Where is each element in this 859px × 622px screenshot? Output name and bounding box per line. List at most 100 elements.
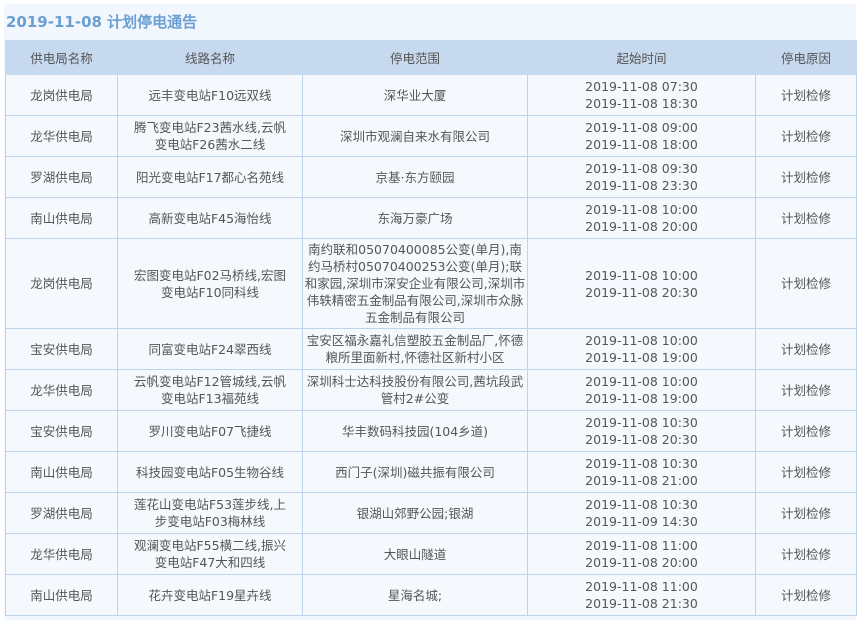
column-header-range: 停电范围 [302, 40, 528, 75]
column-header-bureau: 供电局名称 [5, 40, 118, 75]
cell-range: 深华业大厦 [302, 74, 528, 116]
cell-bureau: 龙岗供电局 [5, 238, 118, 329]
start-time: 2019-11-08 11:00 [585, 579, 698, 594]
cell-time: 2019-11-08 07:30 2019-11-08 18:30 [527, 74, 756, 116]
cell-reason: 计划检修 [755, 369, 857, 411]
cell-reason: 计划检修 [755, 451, 857, 493]
cell-range: 星海名城; [302, 574, 528, 616]
cell-bureau: 龙华供电局 [5, 115, 118, 157]
end-time: 2019-11-08 18:30 [585, 96, 698, 111]
cell-line: 阳光变电站F17都心名苑线 [117, 156, 303, 198]
cell-line: 罗川变电站F07飞捷线 [117, 410, 303, 452]
cell-time: 2019-11-08 10:30 2019-11-08 20:30 [527, 410, 756, 452]
table-row: 罗湖供电局 阳光变电站F17都心名苑线 京基·东方颐园 2019-11-08 09:3… [5, 156, 857, 198]
end-time: 2019-11-08 23:30 [585, 178, 698, 193]
end-time: 2019-11-08 20:30 [585, 432, 698, 447]
table-row: 龙华供电局 云帆变电站F12管城线,云帆变电站F13福苑线 深圳科士达科技股份有限公… [5, 369, 857, 411]
cell-bureau: 南山供电局 [5, 574, 118, 616]
cell-line: 科技园变电站F05生物谷线 [117, 451, 303, 493]
cell-range: 东海万豪广场 [302, 197, 528, 239]
cell-bureau: 龙岗供电局 [5, 74, 118, 116]
cell-time: 2019-11-08 10:00 2019-11-08 19:00 [527, 328, 756, 370]
cell-range: 京基·东方颐园 [302, 156, 528, 198]
table-row: 南山供电局 科技园变电站F05生物谷线 西门子(深圳)磁共振有限公司 2019-11-… [5, 451, 857, 493]
cell-line: 腾飞变电站F23茜水线,云帆变电站F26茜水二线 [117, 115, 303, 157]
cell-bureau: 罗湖供电局 [5, 492, 118, 534]
cell-time: 2019-11-08 10:00 2019-11-08 20:00 [527, 197, 756, 239]
table-row: 罗湖供电局 莲花山变电站F53莲步线,上步变电站F03梅林线 银湖山郊野公园;银湖 2… [5, 492, 857, 534]
cell-bureau: 南山供电局 [5, 451, 118, 493]
start-time: 2019-11-08 10:00 [585, 267, 698, 283]
end-time: 2019-11-09 14:30 [585, 514, 698, 529]
end-time: 2019-11-08 20:00 [585, 219, 698, 234]
cell-range: 大眼山隧道 [302, 533, 528, 575]
column-header-time: 起始时间 [527, 40, 756, 75]
cell-range: 深圳科士达科技股份有限公司,茜坑段武管村2#公变 [302, 369, 528, 411]
cell-time: 2019-11-08 09:00 2019-11-08 18:00 [527, 115, 756, 157]
table-row: 宝安供电局 同富变电站F24翠西线 宝安区福永嘉礼信塑胶五金制品厂,怀德粮所里面新村… [5, 328, 857, 370]
end-time: 2019-11-08 20:30 [585, 284, 698, 300]
start-time: 2019-11-08 10:30 [585, 497, 698, 512]
cell-range: 华丰数码科技园(104乡道) [302, 410, 528, 452]
column-header-reason: 停电原因 [755, 40, 857, 75]
cell-line: 宏图变电站F02马桥线,宏图变电站F10同科线 [117, 238, 303, 329]
start-time: 2019-11-08 10:00 [585, 374, 698, 389]
table-header: 供电局名称 线路名称 停电范围 起始时间 停电原因 [5, 40, 857, 75]
cell-range: 西门子(深圳)磁共振有限公司 [302, 451, 528, 493]
cell-time: 2019-11-08 10:00 2019-11-08 20:30 [527, 238, 756, 329]
end-time: 2019-11-08 18:00 [585, 137, 698, 152]
cell-line: 远丰变电站F10远双线 [117, 74, 303, 116]
column-header-line: 线路名称 [117, 40, 303, 75]
cell-bureau: 龙华供电局 [5, 369, 118, 411]
page-title: 2019-11-08 计划停电通告 [6, 13, 198, 31]
table-row: 龙华供电局 腾飞变电站F23茜水线,云帆变电站F26茜水二线 深圳市观澜自来水有限公… [5, 115, 857, 157]
table-row: 龙岗供电局 宏图变电站F02马桥线,宏图变电站F10同科线 南约联和05070400… [5, 238, 857, 329]
start-time: 2019-11-08 10:30 [585, 456, 698, 471]
start-time: 2019-11-08 10:00 [585, 333, 698, 348]
cell-reason: 计划检修 [755, 156, 857, 198]
cell-time: 2019-11-08 09:30 2019-11-08 23:30 [527, 156, 756, 198]
cell-reason: 计划检修 [755, 328, 857, 370]
cell-reason: 计划检修 [755, 492, 857, 534]
cell-reason: 计划检修 [755, 197, 857, 239]
cell-bureau: 罗湖供电局 [5, 156, 118, 198]
cell-time: 2019-11-08 10:30 2019-11-09 14:30 [527, 492, 756, 534]
cell-time: 2019-11-08 11:00 2019-11-08 21:30 [527, 574, 756, 616]
start-time: 2019-11-08 07:30 [585, 79, 698, 94]
end-time: 2019-11-08 19:00 [585, 350, 698, 365]
cell-bureau: 宝安供电局 [5, 410, 118, 452]
start-time: 2019-11-08 10:00 [585, 202, 698, 217]
table-row: 龙华供电局 观澜变电站F55横二线,振兴变电站F47大和四线 大眼山隧道 2019-1… [5, 533, 857, 575]
cell-reason: 计划检修 [755, 74, 857, 116]
cell-line: 同富变电站F24翠西线 [117, 328, 303, 370]
cell-time: 2019-11-08 11:00 2019-11-08 20:00 [527, 533, 756, 575]
cell-line: 花卉变电站F19星卉线 [117, 574, 303, 616]
cell-reason: 计划检修 [755, 533, 857, 575]
start-time: 2019-11-08 11:00 [585, 538, 698, 553]
cell-line: 云帆变电站F12管城线,云帆变电站F13福苑线 [117, 369, 303, 411]
cell-range: 南约联和05070400085公变(单月),南约马桥村05070400253公变… [302, 238, 528, 329]
cell-line: 莲花山变电站F53莲步线,上步变电站F03梅林线 [117, 492, 303, 534]
cell-time: 2019-11-08 10:30 2019-11-08 21:00 [527, 451, 756, 493]
cell-range: 宝安区福永嘉礼信塑胶五金制品厂,怀德粮所里面新村,怀德社区新村小区 [302, 328, 528, 370]
table-row: 南山供电局 高新变电站F45海怡线 东海万豪广场 2019-11-08 10:00 20… [5, 197, 857, 239]
outage-notice-panel: 2019-11-08 计划停电通告 供电局名称 线路名称 停电范围 起始时间 停… [4, 4, 857, 620]
cell-bureau: 南山供电局 [5, 197, 118, 239]
end-time: 2019-11-08 21:00 [585, 473, 698, 488]
table-row: 宝安供电局 罗川变电站F07飞捷线 华丰数码科技园(104乡道) 2019-11-08… [5, 410, 857, 452]
outage-table: 供电局名称 线路名称 停电范围 起始时间 停电原因 龙岗供电局 远丰变电站F10远… [5, 40, 857, 616]
cell-bureau: 龙华供电局 [5, 533, 118, 575]
cell-range: 银湖山郊野公园;银湖 [302, 492, 528, 534]
cell-reason: 计划检修 [755, 238, 857, 329]
cell-reason: 计划检修 [755, 410, 857, 452]
cell-reason: 计划检修 [755, 115, 857, 157]
cell-time: 2019-11-08 10:00 2019-11-08 19:00 [527, 369, 756, 411]
start-time: 2019-11-08 09:00 [585, 120, 698, 135]
table-row: 南山供电局 花卉变电站F19星卉线 星海名城; 2019-11-08 11:00 201… [5, 574, 857, 616]
cell-range: 深圳市观澜自来水有限公司 [302, 115, 528, 157]
end-time: 2019-11-08 21:30 [585, 596, 698, 611]
table-row: 龙岗供电局 远丰变电站F10远双线 深华业大厦 2019-11-08 07:30 201… [5, 74, 857, 116]
start-time: 2019-11-08 10:30 [585, 415, 698, 430]
cell-line: 观澜变电站F55横二线,振兴变电站F47大和四线 [117, 533, 303, 575]
start-time: 2019-11-08 09:30 [585, 161, 698, 176]
